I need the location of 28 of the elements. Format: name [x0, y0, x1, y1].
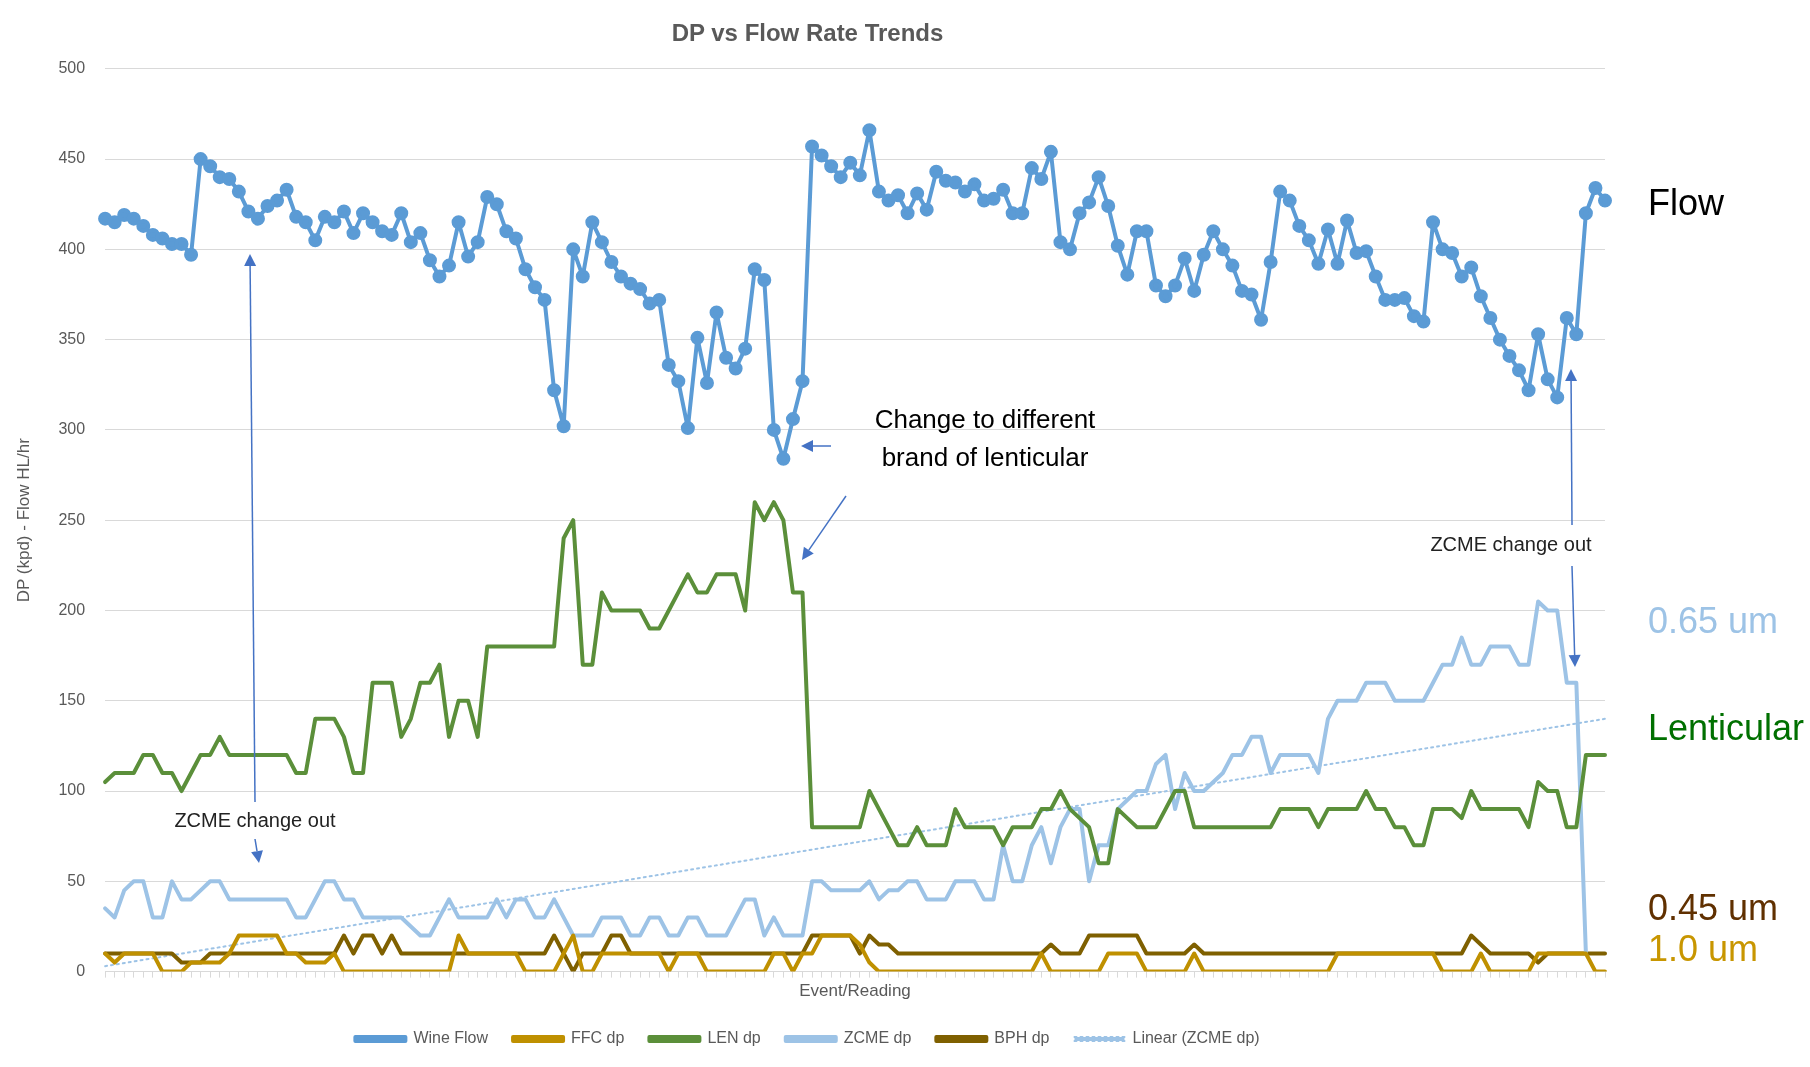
- y-tick-label: 50: [67, 871, 86, 889]
- y-tick-label: 0: [76, 962, 86, 980]
- annotation: Change to different brand of lenticular: [874, 404, 1097, 473]
- y-tick-label: 300: [58, 420, 86, 438]
- legend-label: BPH dp: [994, 1029, 1050, 1047]
- annotation: ZCME change out: [1430, 532, 1593, 555]
- y-axis-title: DP (kpd) - Flow HL/hr: [13, 437, 33, 603]
- text: 1.0 um: [1648, 927, 1759, 969]
- y-tick-label: 200: [58, 600, 86, 618]
- y-tick-label: 250: [58, 510, 86, 528]
- legend-label: FFC dp: [571, 1029, 625, 1047]
- y-tick-label: 350: [58, 330, 86, 348]
- annotation: ZCME change out: [174, 808, 337, 831]
- chart-title: DP vs Flow Rate Trends: [671, 19, 944, 47]
- y-tick-label: 150: [58, 691, 86, 709]
- text: 0.45 um: [1648, 886, 1779, 928]
- legend-label: Linear (ZCME dp): [1132, 1029, 1260, 1047]
- x-axis-title: Event/Reading: [799, 981, 911, 1001]
- text: 0.65 um: [1648, 599, 1779, 641]
- y-tick-label: 100: [58, 781, 86, 799]
- text: Lenticular: [1648, 706, 1805, 748]
- legend-label: Wine Flow: [413, 1029, 489, 1047]
- legend-label: ZCME dp: [843, 1029, 912, 1047]
- text: Flow: [1648, 181, 1726, 223]
- y-tick-label: 500: [58, 59, 86, 77]
- y-tick-label: 450: [58, 149, 86, 167]
- legend-label: LEN dp: [707, 1029, 761, 1047]
- y-tick-label: 400: [58, 239, 86, 257]
